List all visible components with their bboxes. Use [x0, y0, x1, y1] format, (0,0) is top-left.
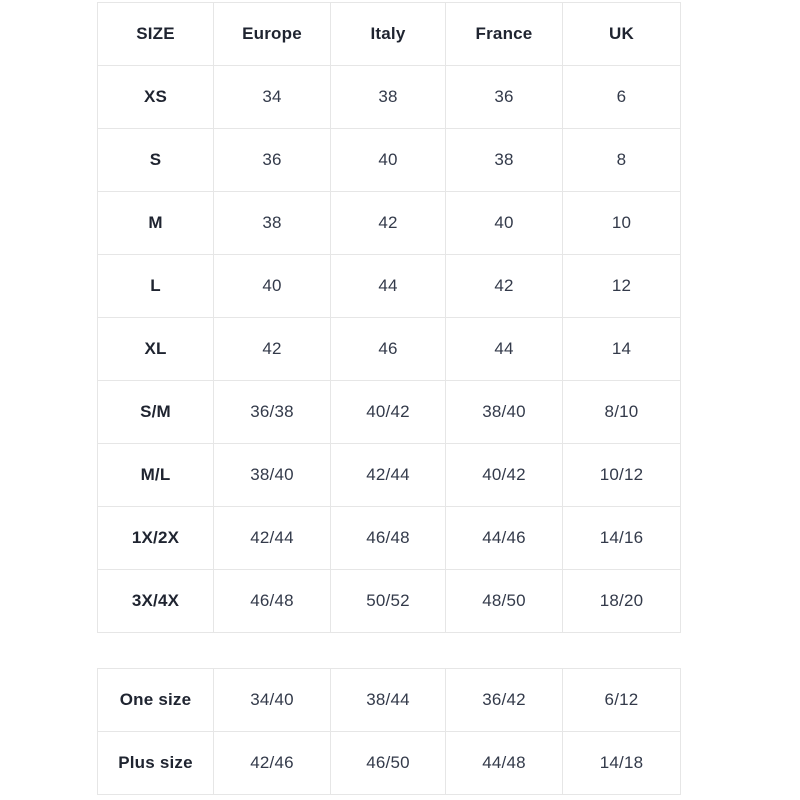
universal-size-body: One size 34/40 38/44 36/42 6/12 Plus size 42/4…	[97, 668, 681, 795]
table-row: 3X/4X 46/48 50/52 48/50 18/20	[97, 569, 681, 633]
column-header-europe: Europe	[213, 2, 331, 66]
cell-france: 44/46	[445, 506, 563, 570]
cell-france: 40	[445, 191, 563, 255]
cell-uk: 14	[562, 317, 681, 381]
cell-france: 40/42	[445, 443, 563, 507]
row-label-size: M	[97, 191, 214, 255]
column-header-size: SIZE	[97, 2, 214, 66]
cell-italy: 44	[330, 254, 446, 318]
row-label-size: 1X/2X	[97, 506, 214, 570]
cell-italy: 46/48	[330, 506, 446, 570]
cell-europe: 42/46	[213, 731, 331, 795]
table-row: M 38 42 40 10	[97, 191, 681, 255]
cell-france: 36/42	[445, 668, 563, 732]
cell-france: 38/40	[445, 380, 563, 444]
row-label-size: XL	[97, 317, 214, 381]
cell-europe: 34/40	[213, 668, 331, 732]
cell-uk: 6/12	[562, 668, 681, 732]
cell-france: 36	[445, 65, 563, 129]
cell-italy: 46/50	[330, 731, 446, 795]
table-row: XL 42 46 44 14	[97, 317, 681, 381]
table-row: 1X/2X 42/44 46/48 44/46 14/16	[97, 506, 681, 570]
header-row: SIZE Europe Italy France UK	[97, 2, 681, 66]
cell-italy: 46	[330, 317, 446, 381]
cell-france: 42	[445, 254, 563, 318]
cell-europe: 40	[213, 254, 331, 318]
standard-size-table: SIZE Europe Italy France UK XS 34 38 36 6 S 36…	[97, 2, 681, 633]
table-row: L 40 44 42 12	[97, 254, 681, 318]
table-header: SIZE Europe Italy France UK	[97, 2, 681, 66]
cell-uk: 10	[562, 191, 681, 255]
row-label-size: Plus size	[97, 731, 214, 795]
cell-uk: 8	[562, 128, 681, 192]
row-label-size: 3X/4X	[97, 569, 214, 633]
cell-uk: 18/20	[562, 569, 681, 633]
table-row: S/M 36/38 40/42 38/40 8/10	[97, 380, 681, 444]
row-label-size: L	[97, 254, 214, 318]
cell-italy: 42	[330, 191, 446, 255]
cell-europe: 42/44	[213, 506, 331, 570]
cell-france: 48/50	[445, 569, 563, 633]
universal-size-table: One size 34/40 38/44 36/42 6/12 Plus size 42/4…	[97, 668, 681, 795]
cell-italy: 38	[330, 65, 446, 129]
row-label-size: XS	[97, 65, 214, 129]
table-row: Plus size 42/46 46/50 44/48 14/18	[97, 731, 681, 795]
column-header-france: France	[445, 2, 563, 66]
cell-italy: 40/42	[330, 380, 446, 444]
column-header-italy: Italy	[330, 2, 446, 66]
table-row: XS 34 38 36 6	[97, 65, 681, 129]
cell-europe: 38	[213, 191, 331, 255]
row-label-size: S	[97, 128, 214, 192]
cell-uk: 14/16	[562, 506, 681, 570]
cell-europe: 46/48	[213, 569, 331, 633]
cell-france: 38	[445, 128, 563, 192]
cell-uk: 10/12	[562, 443, 681, 507]
cell-italy: 50/52	[330, 569, 446, 633]
table-row: One size 34/40 38/44 36/42 6/12	[97, 668, 681, 732]
column-header-uk: UK	[562, 2, 681, 66]
cell-italy: 42/44	[330, 443, 446, 507]
cell-uk: 6	[562, 65, 681, 129]
row-label-size: M/L	[97, 443, 214, 507]
table-row: S 36 40 38 8	[97, 128, 681, 192]
cell-europe: 42	[213, 317, 331, 381]
cell-europe: 36	[213, 128, 331, 192]
row-label-size: One size	[97, 668, 214, 732]
cell-europe: 34	[213, 65, 331, 129]
cell-europe: 38/40	[213, 443, 331, 507]
cell-italy: 40	[330, 128, 446, 192]
cell-france: 44	[445, 317, 563, 381]
standard-size-body: XS 34 38 36 6 S 36 40 38 8 M 38 42 40 10 L 40 44 42 12 XL 42 4…	[97, 65, 681, 633]
table-row: M/L 38/40 42/44 40/42 10/12	[97, 443, 681, 507]
cell-uk: 14/18	[562, 731, 681, 795]
cell-france: 44/48	[445, 731, 563, 795]
cell-europe: 36/38	[213, 380, 331, 444]
row-label-size: S/M	[97, 380, 214, 444]
cell-uk: 12	[562, 254, 681, 318]
cell-italy: 38/44	[330, 668, 446, 732]
cell-uk: 8/10	[562, 380, 681, 444]
